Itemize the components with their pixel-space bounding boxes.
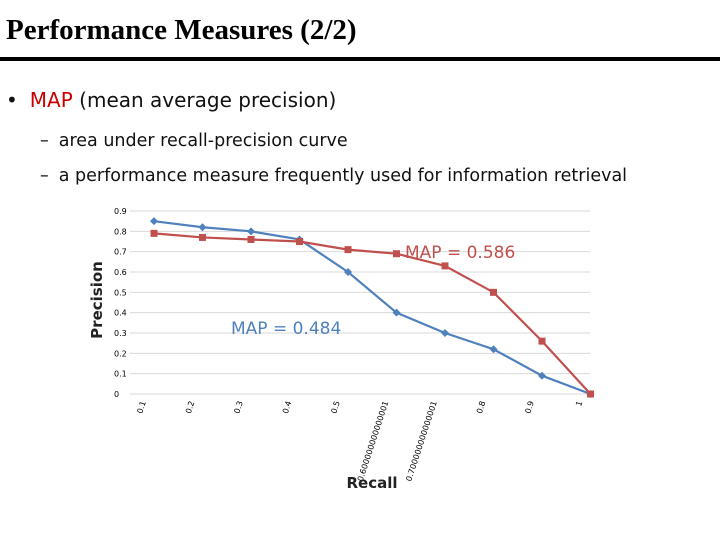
y-tick-label: 0.9 (114, 207, 127, 216)
data-point-blue (538, 371, 546, 380)
y-tick-label: 0.6 (114, 268, 127, 277)
y-tick-label: 0.7 (114, 248, 127, 257)
slide-title: Performance Measures (2/2) (6, 14, 357, 46)
series-line-blue (153, 220, 591, 396)
bullet-map: • MAP (mean average precision) (6, 88, 336, 112)
x-tick-label: 1 (574, 400, 584, 408)
data-point-blue (441, 329, 449, 337)
data-point-blue (392, 308, 401, 317)
series-line-red (153, 232, 592, 395)
x-tick-label: 0.3 (232, 400, 244, 415)
data-point-blue (150, 217, 158, 226)
x-tick-label: 0.8 (475, 400, 487, 415)
y-tick-label: 0.8 (114, 227, 127, 236)
bullet-marker: • (6, 88, 18, 112)
sub-bullet-marker: – (40, 131, 49, 151)
data-point-red (199, 233, 206, 241)
data-point-red (441, 262, 449, 270)
y-tick-label: 0.2 (114, 349, 127, 358)
y-tick-labels: 0 0.1 0.2 0.3 0.4 0.5 0.6 0.7 0.8 0.9 (114, 207, 127, 399)
y-axis-title: Precision (88, 261, 106, 339)
x-tick-label: 0.700000000000001 (404, 400, 439, 483)
data-point-red (490, 288, 497, 296)
sub-bullet-measure: – a performance measure frequently used f… (40, 166, 627, 186)
x-tick-label: 0.9 (523, 400, 535, 415)
title-rule (0, 57, 720, 61)
map-red-annotation: MAP = 0.586 (405, 243, 515, 263)
data-point-red (393, 250, 400, 258)
y-tick-label: 0.1 (114, 370, 127, 379)
map-blue-annotation: MAP = 0.484 (231, 319, 341, 339)
bullet-text: (mean average precision) (72, 88, 337, 112)
sub-bullet-area: – area under recall-precision curve (40, 131, 348, 151)
data-point-red (587, 390, 594, 398)
x-tick-labels: 0.1 0.2 0.3 0.4 0.5 0.600000000000001 0.700000… (135, 400, 584, 483)
data-point-blue (344, 268, 352, 276)
y-tick-label: 0 (114, 390, 119, 399)
sub-bullet-marker: – (40, 166, 49, 186)
data-point-blue (247, 227, 255, 236)
gridlines (130, 210, 590, 395)
y-tick-label: 0.5 (114, 288, 127, 297)
sub-bullet-text: area under recall-precision curve (58, 131, 348, 151)
data-point-blue (198, 223, 207, 232)
x-tick-label: 0.2 (184, 400, 196, 415)
series-layer (150, 217, 595, 398)
data-point-red (538, 337, 546, 345)
x-tick-label: 0.5 (329, 400, 341, 415)
y-tick-label: 0.4 (114, 309, 127, 318)
sub-bullet-text: a performance measure frequently used fo… (58, 166, 628, 186)
data-point-red (150, 229, 158, 237)
x-tick-label: 0.1 (135, 400, 147, 415)
recall-precision-chart: 00.10.20.30.40.50.60.70.80.9 0.1 0.2 0.3 0.… (88, 207, 595, 492)
data-point-red (296, 238, 303, 245)
x-axis-title: Recall (346, 474, 397, 492)
y-tick-label: 0.3 (114, 329, 127, 338)
x-tick-label: 0.600000000000001 (356, 400, 391, 483)
data-point-red (344, 246, 352, 254)
x-tick-label: 0.4 (281, 400, 293, 415)
bullet-accent-text: MAP (29, 88, 73, 112)
data-point-red (247, 235, 255, 243)
data-point-blue (489, 345, 498, 354)
